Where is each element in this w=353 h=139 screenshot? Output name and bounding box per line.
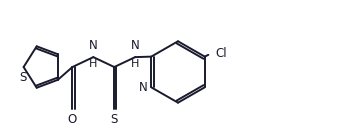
Text: H: H xyxy=(89,59,97,69)
Text: N: N xyxy=(138,81,147,94)
Text: S: S xyxy=(19,71,26,85)
Text: N: N xyxy=(131,39,139,52)
Text: H: H xyxy=(131,59,139,69)
Text: N: N xyxy=(89,39,98,52)
Text: Cl: Cl xyxy=(216,47,227,60)
Text: O: O xyxy=(68,113,77,126)
Text: S: S xyxy=(110,113,118,126)
